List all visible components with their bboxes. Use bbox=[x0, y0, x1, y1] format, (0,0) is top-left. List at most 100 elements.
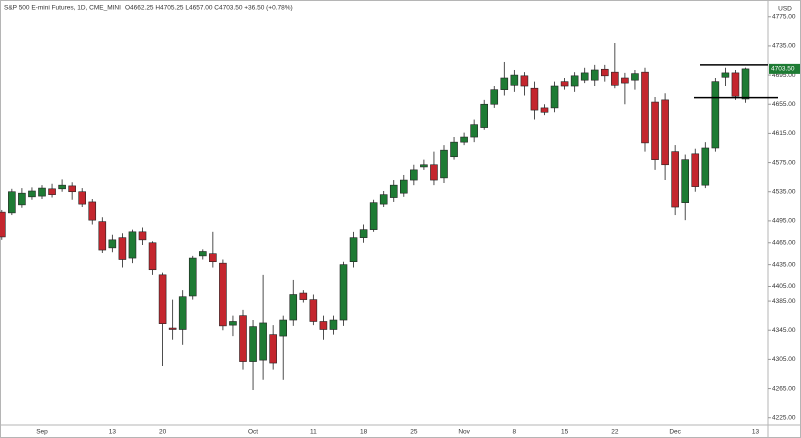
candle-body bbox=[621, 77, 629, 84]
candle-body bbox=[389, 184, 398, 198]
candle-body bbox=[188, 257, 197, 297]
x-tick-label: 8 bbox=[513, 429, 517, 436]
candle-body bbox=[269, 334, 277, 364]
candle-body bbox=[611, 71, 619, 86]
candle-body bbox=[450, 141, 458, 158]
x-tick-label: Dec bbox=[669, 429, 681, 436]
candle-body bbox=[88, 201, 97, 221]
candle-body bbox=[98, 221, 107, 251]
candle-body bbox=[570, 75, 579, 87]
candle-body bbox=[78, 191, 86, 205]
currency: USD bbox=[778, 6, 792, 13]
candle-body bbox=[158, 274, 167, 324]
y-tick-label: 4655.00 bbox=[772, 101, 796, 108]
candle-body bbox=[470, 124, 478, 138]
candle-body bbox=[671, 151, 679, 208]
candle-body bbox=[399, 179, 408, 194]
candle-body bbox=[510, 74, 519, 86]
candle-body bbox=[600, 68, 609, 77]
candle-body bbox=[651, 101, 659, 160]
candle-body bbox=[520, 75, 529, 87]
x-tick-label: Sep bbox=[36, 429, 48, 436]
x-tick-label: 13 bbox=[109, 429, 117, 436]
candle-body bbox=[701, 147, 710, 186]
candle-body bbox=[8, 191, 16, 214]
candle-body bbox=[681, 159, 690, 203]
x-tick-label: Nov bbox=[458, 429, 470, 436]
x-tick-label: 15 bbox=[561, 429, 569, 436]
candle-body bbox=[0, 211, 6, 238]
candle-body bbox=[410, 169, 418, 181]
candle-body bbox=[359, 229, 368, 238]
candle-body bbox=[731, 72, 740, 97]
candle-body bbox=[299, 292, 308, 300]
x-tick-label: 18 bbox=[360, 429, 368, 436]
candle-body bbox=[721, 72, 730, 78]
candle-body bbox=[259, 322, 267, 361]
candle-body bbox=[550, 85, 559, 109]
candle-body bbox=[540, 107, 549, 113]
y-tick-label: 4225.00 bbox=[772, 414, 796, 421]
x-tick-label: Oct bbox=[248, 429, 258, 436]
candle-body bbox=[349, 237, 358, 263]
candle-body bbox=[631, 73, 639, 81]
candle-body bbox=[128, 231, 137, 259]
candle-body bbox=[369, 202, 378, 230]
y-tick-label: 4435.00 bbox=[772, 261, 796, 268]
x-tick-label: 13 bbox=[752, 429, 760, 436]
candle-body bbox=[168, 327, 177, 330]
x-tick-label: 25 bbox=[410, 429, 418, 436]
candle-body bbox=[58, 184, 66, 190]
y-tick-label: 4305.00 bbox=[772, 356, 796, 363]
candle-body bbox=[440, 149, 448, 179]
candle-body bbox=[289, 294, 298, 321]
y-tick-label: 4465.00 bbox=[772, 239, 796, 246]
candle-body bbox=[430, 164, 438, 181]
candle-body bbox=[329, 319, 338, 330]
y-tick-label: 4575.00 bbox=[772, 159, 796, 166]
y-tick-label: 4405.00 bbox=[772, 283, 796, 290]
candle-body bbox=[219, 262, 227, 327]
candle-body bbox=[691, 153, 700, 187]
x-tick-label: 22 bbox=[611, 429, 619, 436]
last-price-badge bbox=[769, 63, 800, 74]
candle-body bbox=[68, 185, 76, 193]
chart-title: S&P 500 E-mini Futures, 1D, CME_MINI bbox=[4, 5, 121, 12]
y-tick-label: 4265.00 bbox=[772, 385, 796, 392]
candle-body bbox=[319, 321, 328, 330]
y-tick-label: 4345.00 bbox=[772, 327, 796, 334]
candle-body bbox=[108, 239, 117, 249]
candle-body bbox=[490, 89, 499, 105]
last-price-label: 4703.50 bbox=[771, 66, 795, 73]
candle-body bbox=[209, 253, 217, 263]
y-tick-label: 4385.00 bbox=[772, 298, 796, 305]
candle-body bbox=[309, 299, 318, 322]
candle-body bbox=[641, 71, 649, 144]
candle-body bbox=[138, 231, 147, 241]
y-tick-label: 4495.00 bbox=[772, 218, 796, 225]
candle-body bbox=[420, 164, 428, 168]
candle-body bbox=[38, 187, 46, 197]
candle-body bbox=[239, 315, 247, 362]
candle-body bbox=[148, 242, 157, 271]
candle-body bbox=[178, 296, 187, 330]
candle-body bbox=[460, 136, 468, 143]
x-tick-label: 11 bbox=[310, 429, 317, 436]
candle-body bbox=[249, 326, 257, 362]
candle-body bbox=[199, 251, 207, 257]
candle-body bbox=[118, 237, 127, 260]
candle-body bbox=[480, 103, 489, 128]
candle-body bbox=[661, 99, 669, 166]
y-tick-label: 4775.00 bbox=[772, 13, 796, 20]
y-tick-label: 4735.00 bbox=[772, 43, 796, 50]
y-tick-label: 4535.00 bbox=[772, 188, 796, 195]
y-tick-label: 4615.00 bbox=[772, 130, 796, 137]
candle-body bbox=[530, 87, 539, 111]
candle-body bbox=[580, 72, 589, 81]
candle-body bbox=[339, 264, 348, 321]
candle-body bbox=[590, 69, 599, 81]
candle-body bbox=[741, 68, 750, 100]
candle-body bbox=[711, 81, 720, 149]
